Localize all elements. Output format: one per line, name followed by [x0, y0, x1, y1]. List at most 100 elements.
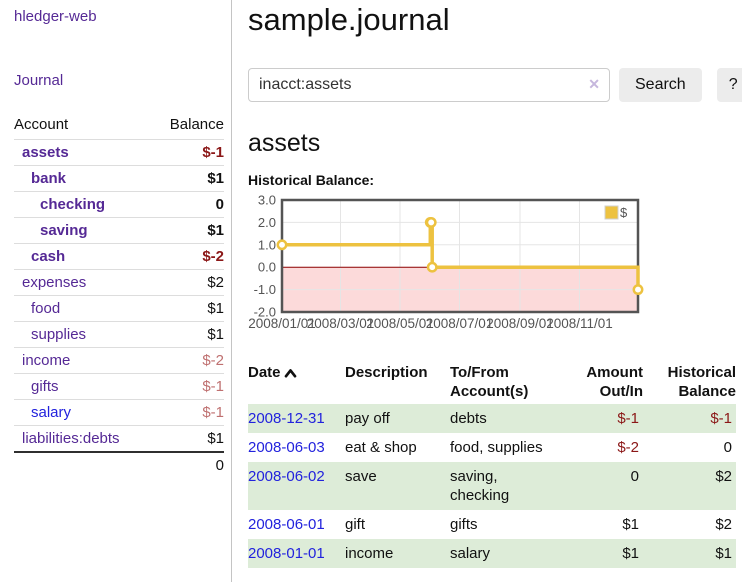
- search-button[interactable]: Search: [619, 68, 702, 102]
- account-row: checking 0: [14, 191, 224, 218]
- txn-balance: $-1: [710, 410, 732, 427]
- txn-amount: $-1: [617, 410, 639, 427]
- txn-description: gift: [345, 516, 366, 533]
- txn-description: income: [345, 545, 394, 562]
- transaction-row: 2008-06-01 gift gifts $1 $2: [248, 510, 736, 539]
- account-balance: $1: [152, 165, 224, 192]
- txn-date-cell: 2008-01-01: [248, 539, 345, 568]
- svg-text:0.0: 0.0: [258, 260, 276, 275]
- account-link[interactable]: food: [31, 300, 61, 317]
- account-name-cell: income: [14, 347, 153, 374]
- account-balance: $2: [152, 269, 224, 296]
- col-date-sort[interactable]: Date: [248, 360, 345, 404]
- txn-balance: $1: [715, 545, 732, 562]
- txn-date-link[interactable]: 2008-01-01: [248, 545, 325, 562]
- account-link[interactable]: expenses: [22, 274, 87, 291]
- txn-date-link[interactable]: 2008-06-02: [248, 468, 325, 485]
- svg-text:-1.0: -1.0: [254, 282, 276, 297]
- transaction-row: 2008-06-02 save saving, checking 0 $2: [248, 462, 736, 510]
- chart-title: Historical Balance:: [248, 172, 375, 188]
- account-name-cell: bank: [14, 165, 153, 192]
- account-row: income $-2: [14, 347, 224, 374]
- page-title: sample.journal: [248, 2, 450, 37]
- transaction-row: 2008-12-31 pay off debts $-1 $-1: [248, 404, 736, 433]
- account-row: liabilities:debts $1: [14, 425, 224, 452]
- account-balance: $-2: [152, 243, 224, 270]
- main-panel: sample.journal ✕ Search ? assets Histori…: [232, 0, 742, 582]
- search-help-button[interactable]: ?: [716, 68, 742, 102]
- search-input[interactable]: [248, 68, 610, 102]
- data-point-marker: [276, 239, 288, 251]
- accounts-table: Account Balance assets $-1 bank $1 checking 0…: [14, 112, 224, 478]
- txn-date-link[interactable]: 2008-12-31: [248, 410, 325, 427]
- account-balance: $-2: [152, 347, 224, 374]
- account-row: food $1: [14, 295, 224, 322]
- account-link[interactable]: income: [22, 352, 71, 369]
- account-link[interactable]: liabilities:debts: [22, 430, 120, 447]
- svg-text:2008/05/01: 2008/05/01: [366, 316, 434, 331]
- account-link[interactable]: bank: [31, 170, 67, 187]
- txn-accounts: salary: [450, 545, 491, 562]
- account-balance: $1: [152, 295, 224, 322]
- brand: hledger-web: [14, 8, 224, 26]
- txn-date-link[interactable]: 2008-06-03: [248, 439, 325, 456]
- svg-text:2008/07/01: 2008/07/01: [426, 316, 494, 331]
- col-description: Description: [345, 364, 428, 381]
- txn-balance: 0: [723, 439, 732, 456]
- clear-search-icon[interactable]: ✕: [588, 76, 600, 92]
- account-name-cell: liabilities:debts: [14, 425, 153, 452]
- account-row: salary $-1: [14, 399, 224, 426]
- svg-text:2.0: 2.0: [258, 215, 276, 230]
- svg-text:-2.0: -2.0: [254, 305, 276, 320]
- account-row: bank $1: [14, 165, 224, 192]
- account-balance: $1: [152, 217, 224, 244]
- txn-amount: $-2: [617, 439, 639, 456]
- account-row: saving $1: [14, 217, 224, 244]
- chevron-up-icon: [284, 365, 297, 382]
- txn-date-cell: 2008-06-02: [248, 462, 345, 510]
- accounts-total-row: 0: [14, 451, 224, 478]
- account-link[interactable]: cash: [31, 248, 66, 265]
- search-form: ✕ Search ?: [248, 68, 742, 102]
- nav-journal-link[interactable]: Journal: [14, 72, 64, 89]
- account-link[interactable]: saving: [40, 222, 88, 239]
- account-link[interactable]: salary: [31, 404, 72, 421]
- sidebar: hledger-web Journal Account Balance asse…: [0, 0, 232, 582]
- account-row: cash $-2: [14, 243, 224, 270]
- account-row: gifts $-1: [14, 373, 224, 400]
- account-name-cell: supplies: [14, 321, 153, 348]
- txn-description: eat & shop: [345, 439, 417, 456]
- account-row: supplies $1: [14, 321, 224, 348]
- data-point-marker: [632, 284, 644, 296]
- col-amount: Amount Out/In: [586, 364, 643, 400]
- account-balance: $-1: [152, 139, 224, 166]
- account-balance: $1: [152, 321, 224, 348]
- legend-swatch: [604, 205, 619, 220]
- txn-balance: $2: [715, 468, 732, 485]
- historical-balance-chart: $3.0 2.0 1.0 0.0 -1.0 -2.0 2008/01/01 2008/03/0…: [248, 193, 742, 337]
- accounts-total-balance: 0: [152, 451, 224, 478]
- transaction-row: 2008-01-01 income salary $1 $1: [248, 539, 736, 568]
- svg-text:2008/09/01: 2008/09/01: [486, 316, 554, 331]
- account-link[interactable]: gifts: [31, 378, 59, 395]
- brand-link[interactable]: hledger-web: [14, 8, 97, 25]
- transaction-row: 2008-06-03 eat & shop food, supplies $-2 0: [248, 433, 736, 462]
- svg-text:2008/01/01: 2008/01/01: [248, 316, 316, 331]
- account-balance: $1: [152, 425, 224, 452]
- account-row: assets $-1: [14, 139, 224, 166]
- txn-amount: $1: [622, 545, 639, 562]
- account-link[interactable]: supplies: [31, 326, 87, 343]
- accounts-table-body: assets $-1 bank $1 checking 0 saving $1 cash $-2 e…: [14, 139, 224, 452]
- account-balance: $-1: [152, 373, 224, 400]
- txn-balance: $2: [715, 516, 732, 533]
- account-name-cell: checking: [14, 191, 153, 218]
- plot-border: [280, 198, 640, 314]
- svg-text:2008/03/01: 2008/03/01: [307, 316, 375, 331]
- account-link[interactable]: assets: [22, 144, 69, 161]
- account-name-cell: food: [14, 295, 153, 322]
- account-link[interactable]: checking: [40, 196, 106, 213]
- txn-date-link[interactable]: 2008-06-01: [248, 516, 325, 533]
- sidebar-nav: Journal: [14, 72, 224, 90]
- account-heading: assets: [248, 129, 321, 157]
